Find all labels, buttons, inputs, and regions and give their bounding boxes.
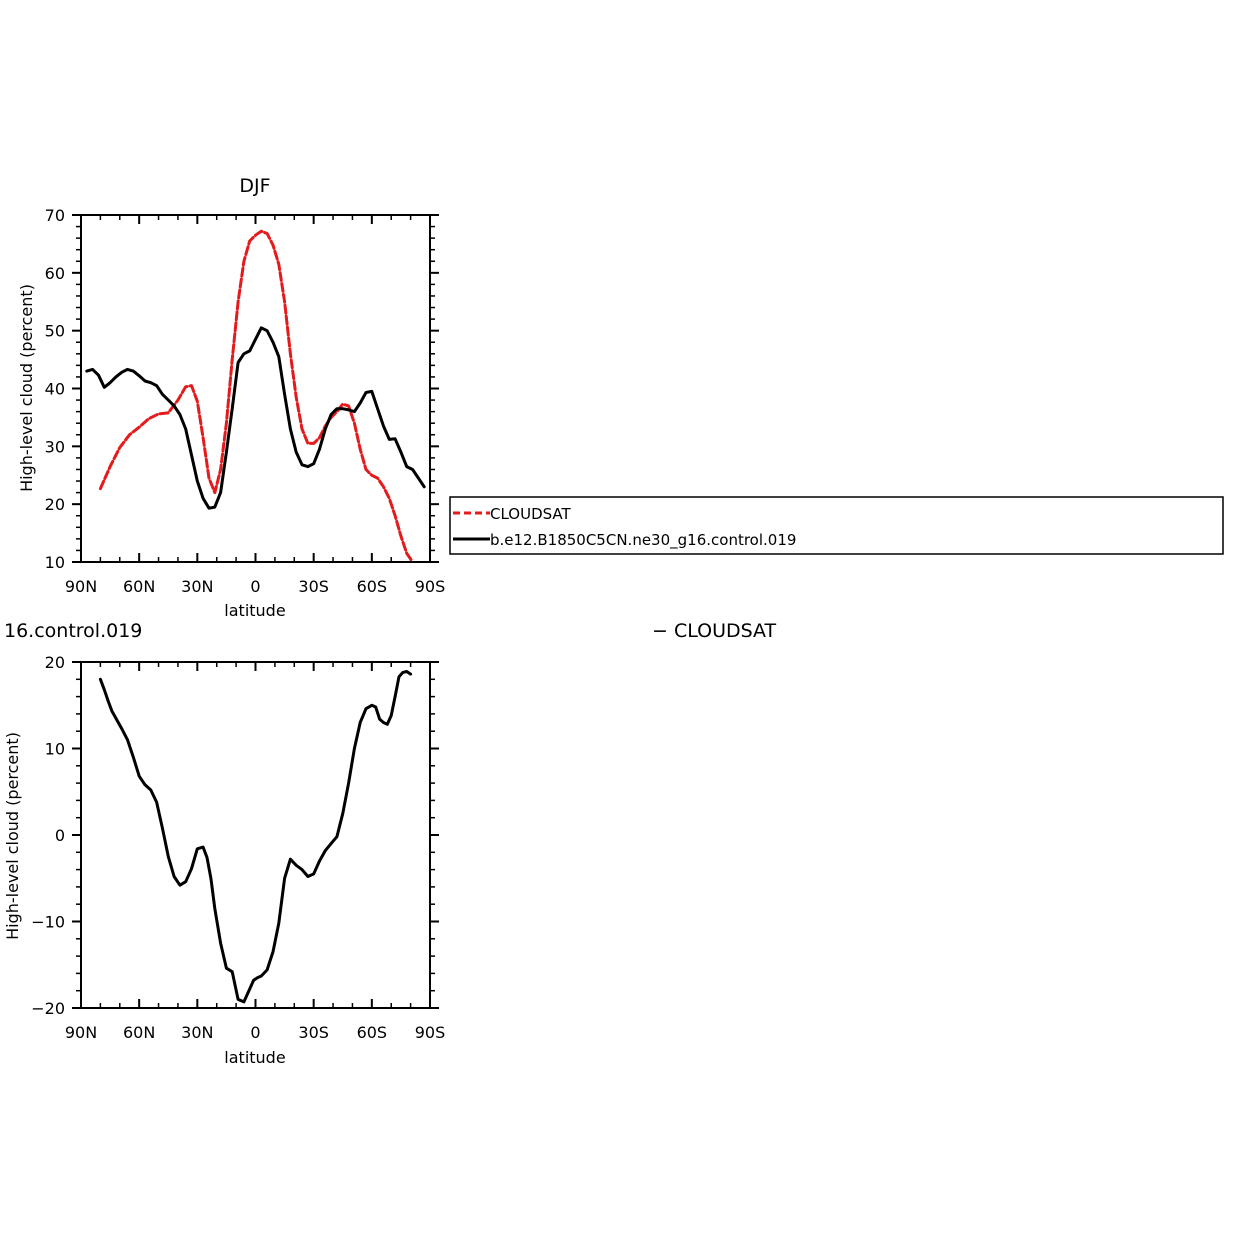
y-tick-label: 20 — [45, 495, 65, 514]
plot-frame — [80, 661, 431, 1009]
y-tick-label: 10 — [45, 740, 65, 759]
y-tick-label: −20 — [31, 999, 65, 1018]
x-tick-label: 30S — [298, 577, 329, 596]
y-tick-label: 40 — [45, 380, 65, 399]
plot-frame — [80, 214, 431, 563]
y-tick-label: 50 — [45, 322, 65, 341]
x-axis-title: latitude — [224, 1048, 285, 1067]
series-line-0 — [98, 229, 415, 564]
y-tick-label: 60 — [45, 264, 65, 283]
series-line-1 — [85, 326, 426, 510]
x-tick-label: 90S — [415, 577, 446, 596]
x-tick-label: 90N — [65, 577, 97, 596]
y-tick-label: −10 — [31, 913, 65, 932]
y-axis-title: High-level cloud (percent) — [3, 732, 22, 940]
x-tick-label: 60S — [357, 577, 388, 596]
djf-panel: DJF 90N 60N 30N 0 30S 60S 90S 10 20 30 40 50 60 70 la… — [17, 175, 445, 620]
legend-box — [449, 496, 1224, 555]
x-axis-title: latitude — [224, 601, 285, 620]
x-tick-label: 0 — [250, 1023, 260, 1042]
series-line-0 — [98, 670, 413, 1004]
y-tick-label: 30 — [45, 437, 65, 456]
x-tick-label: 60S — [357, 1023, 388, 1042]
legend-label-cloudsat: CLOUDSAT — [490, 505, 572, 523]
series-layer — [85, 229, 426, 564]
panel-title: DJF — [239, 175, 270, 197]
legend: CLOUDSAT b.e12.B1850C5CN.ne30_g16.contro… — [449, 496, 1224, 555]
series-layer — [98, 670, 413, 1004]
panel-title-left: 16.control.019 — [4, 620, 142, 642]
x-tick-label: 30S — [298, 1023, 329, 1042]
y-tick-label: 0 — [55, 826, 65, 845]
y-tick-label: 70 — [45, 206, 65, 225]
y-tick-label: 10 — [45, 553, 65, 572]
panel-title-right: − CLOUDSAT — [652, 620, 777, 642]
x-tick-label: 60N — [123, 577, 155, 596]
x-tick-label: 30N — [181, 577, 213, 596]
x-tick-label: 0 — [250, 577, 260, 596]
x-tick-label: 90S — [415, 1023, 446, 1042]
x-tick-label: 90N — [65, 1023, 97, 1042]
x-tick-label: 30N — [181, 1023, 213, 1042]
difference-panel: 16.control.019 − CLOUDSAT 90N 60N 30N 0 30S 6… — [3, 620, 777, 1067]
legend-label-model: b.e12.B1850C5CN.ne30_g16.control.019 — [490, 531, 796, 550]
x-tick-label: 60N — [123, 1023, 155, 1042]
y-tick-label: 20 — [45, 653, 65, 672]
y-axis-title: High-level cloud (percent) — [17, 284, 36, 492]
